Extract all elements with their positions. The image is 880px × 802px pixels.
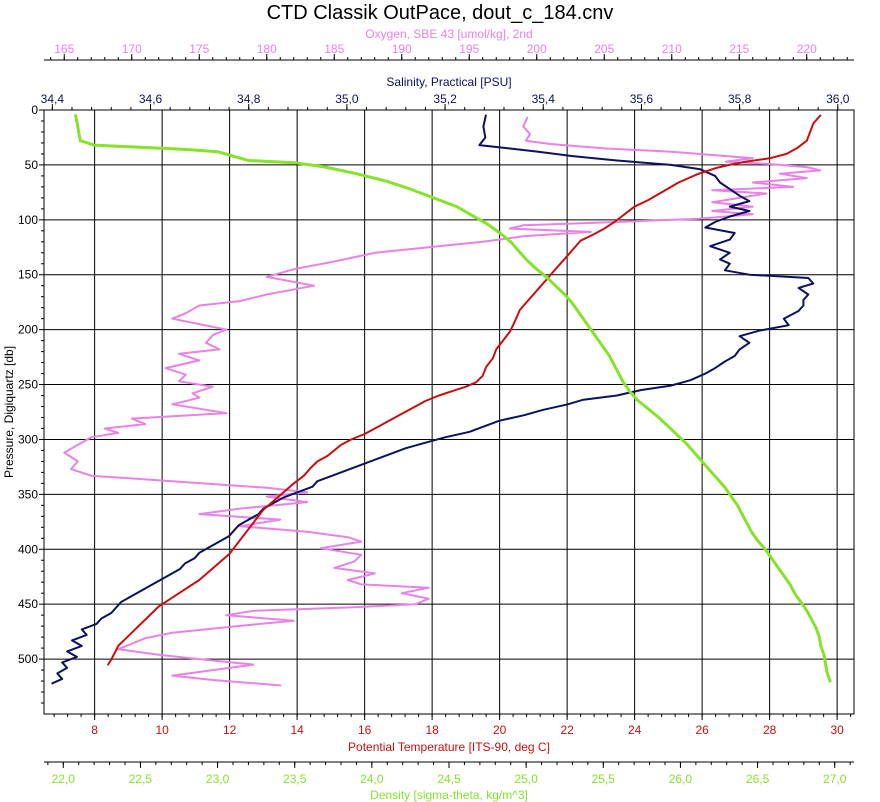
y-tick-label: 350 (18, 487, 38, 501)
x-axis-label-oxygen: Oxygen, SBE 43 [umol/kg], 2nd (365, 27, 532, 41)
x-tick-label-density: 22,0 (52, 772, 76, 786)
y-tick-label: 450 (18, 597, 38, 611)
y-tick-label: 200 (18, 323, 38, 337)
y-tick-label: 400 (18, 542, 38, 556)
x-tick-label-salinity: 34,8 (237, 92, 261, 106)
x-tick-label-temperature: 16 (358, 723, 372, 737)
x-tick-label-temperature: 28 (763, 723, 777, 737)
y-tick-label: 100 (18, 213, 38, 227)
chart-title: CTD Classik OutPace, dout_c_184.cnv (267, 2, 614, 24)
x-tick-label-oxygen: 185 (324, 42, 344, 56)
x-tick-label-density: 24,0 (360, 772, 384, 786)
x-tick-label-density: 22,5 (129, 772, 153, 786)
y-tick-label: 150 (18, 268, 38, 282)
x-tick-label-oxygen: 205 (594, 42, 614, 56)
x-axis-oxygen: 165 170 175 180 185 190 195 200 205 210 215 220 Oxyg… (44, 27, 854, 61)
series-line-salinity (51, 114, 815, 685)
x-tick-label-density: 23,5 (283, 772, 307, 786)
series-line-temperature (107, 114, 822, 666)
x-tick-label-density: 25,0 (514, 772, 538, 786)
x-tick-label-oxygen: 210 (662, 42, 682, 56)
x-axis-temperature: 8 10 12 14 16 18 20 22 24 26 28 30 Potential Tempera… (53, 714, 852, 754)
x-tick-label-oxygen: 190 (392, 42, 412, 56)
plot-frame (43, 109, 855, 715)
series-line-oxygen (63, 116, 822, 687)
x-tick-label-temperature: 12 (223, 723, 237, 737)
x-tick-label-temperature: 26 (695, 723, 709, 737)
y-tick-label: 300 (18, 432, 38, 446)
x-tick-label-oxygen: 220 (797, 42, 817, 56)
x-axis-density: 22,0 22,5 23,0 23,5 24,0 24,5 25,0 25,5 26,0 26,5… (44, 761, 854, 802)
data-series (51, 114, 832, 687)
x-tick-label-salinity: 36,0 (826, 92, 850, 106)
x-tick-label-density: 25,5 (592, 772, 616, 786)
x-tick-label-temperature: 14 (290, 723, 304, 737)
x-tick-label-temperature: 24 (628, 723, 642, 737)
x-tick-label-salinity: 34,6 (139, 92, 163, 106)
x-tick-label-salinity: 35,8 (728, 92, 752, 106)
x-tick-label-density: 26,0 (669, 772, 693, 786)
y-tick-label: 0 (31, 103, 38, 117)
x-tick-label-salinity: 34,4 (41, 92, 65, 106)
x-axis-salinity: 34,4 34,6 34,8 35,0 35,2 35,4 35,6 35,8 36,0 Sali… (41, 75, 850, 110)
x-tick-label-oxygen: 165 (54, 42, 74, 56)
x-tick-label-temperature: 20 (493, 723, 507, 737)
x-tick-label-salinity: 35,4 (532, 92, 556, 106)
y-tick-label: 500 (18, 652, 38, 666)
x-tick-label-density: 24,5 (437, 772, 461, 786)
x-tick-label-density: 27,0 (823, 772, 847, 786)
x-tick-label-density: 23,0 (206, 772, 230, 786)
y-axis-label: Pressure, Digiquartz [db] (2, 346, 16, 478)
x-tick-label-salinity: 35,2 (433, 92, 457, 106)
x-tick-label-oxygen: 180 (257, 42, 277, 56)
x-tick-label-temperature: 10 (155, 723, 169, 737)
x-tick-label-oxygen: 175 (189, 42, 209, 56)
x-tick-label-salinity: 35,0 (335, 92, 359, 106)
y-tick-label: 250 (18, 378, 38, 392)
x-tick-label-temperature: 8 (91, 723, 98, 737)
x-tick-label-temperature: 18 (425, 723, 439, 737)
x-tick-label-density: 26,5 (746, 772, 770, 786)
x-tick-label-temperature: 22 (560, 723, 574, 737)
x-axis-label-salinity: Salinity, Practical [PSU] (386, 75, 511, 89)
x-tick-label-oxygen: 195 (459, 42, 479, 56)
x-axis-label-temperature: Potential Temperature [ITS-90, deg C] (348, 740, 550, 754)
x-tick-label-oxygen: 200 (527, 42, 547, 56)
y-tick-label: 50 (25, 158, 39, 172)
x-tick-label-oxygen: 170 (122, 42, 142, 56)
x-tick-label-oxygen: 215 (729, 42, 749, 56)
x-axis-label-density: Density [sigma-theta, kg/m^3] (370, 788, 528, 802)
axes: 0 50 100 150 200 250 300 350 400 450 500 Pressure, … (2, 27, 854, 802)
x-tick-label-temperature: 30 (830, 723, 844, 737)
x-tick-label-salinity: 35,6 (630, 92, 654, 106)
grid-lines (44, 109, 854, 714)
series-line-density (74, 114, 832, 683)
